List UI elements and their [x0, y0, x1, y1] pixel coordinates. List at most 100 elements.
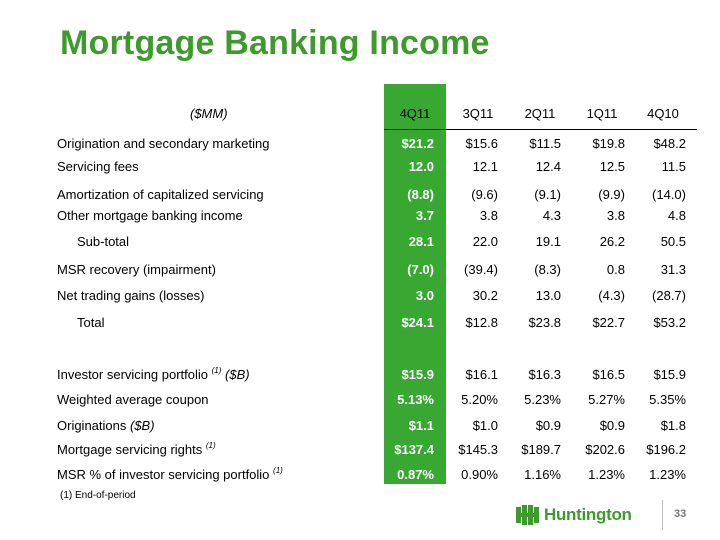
table-row: Mortgage servicing rights (1) $137.4 $145.… [0, 441, 720, 462]
footer-divider [662, 500, 663, 530]
table-cell: 12.0 [408, 159, 434, 174]
row-label-text: Other mortgage banking income [57, 208, 243, 223]
table-cell: 0.8 [606, 262, 625, 277]
table-cell: (8.8) [407, 187, 434, 202]
row-label: Originations ($B) [57, 418, 155, 433]
table-cell: $1.8 [660, 418, 686, 433]
table-cell: 12.5 [599, 159, 625, 174]
row-label-text: Origination and secondary marketing [57, 136, 270, 151]
table-cell: 26.2 [599, 234, 625, 249]
table-cell: $22.7 [592, 315, 625, 330]
table-cell: $189.7 [521, 442, 561, 457]
table-cell: 1.16% [524, 467, 561, 482]
row-label-text: MSR % of investor servicing portfolio [57, 467, 274, 482]
row-label-text: Amortization of capitalized servicing [57, 187, 264, 202]
table-cell: 28.1 [408, 234, 434, 249]
table-cell: (28.7) [652, 288, 686, 303]
table-row: Originations ($B) $1.1 $1.0 $0.9 $0.9 $1.8 [0, 418, 720, 438]
page-number: 33 [674, 508, 687, 520]
row-unit: ($B) [129, 418, 155, 433]
table-cell: 4.3 [542, 208, 561, 223]
row-unit: ($B) [221, 367, 250, 382]
table-cell: 5.23% [524, 392, 561, 407]
table-cell: 13.0 [535, 288, 561, 303]
table-row: MSR % of investor servicing portfolio (1… [0, 466, 720, 487]
table-cell: $16.3 [528, 367, 561, 382]
table-cell: $145.3 [458, 442, 498, 457]
table-cell: (9.9) [598, 187, 625, 202]
row-label: Net trading gains (losses) [57, 288, 204, 303]
table-row: Origination and secondary marketing $21.2… [0, 136, 720, 156]
table-cell: 0.87% [397, 467, 434, 482]
page-title: Mortgage Banking Income [60, 24, 490, 62]
header-rule [384, 129, 697, 130]
table-row: Sub-total 28.1 22.0 19.1 26.2 50.5 [0, 234, 720, 254]
table-cell: 1.23% [588, 467, 625, 482]
row-label-text: Mortgage servicing rights [57, 442, 206, 457]
row-label: Servicing fees [57, 159, 139, 174]
table-cell: $23.8 [528, 315, 561, 330]
row-label: Total [77, 315, 104, 330]
table-cell: $0.9 [535, 418, 561, 433]
table-cell: 0.90% [461, 467, 498, 482]
footnote-marker: (1) [205, 441, 216, 450]
table-cell: (39.4) [464, 262, 498, 277]
footnote-marker: (1) [211, 366, 222, 375]
table-cell: $19.8 [592, 136, 625, 151]
footnote-marker: (1) [273, 466, 283, 475]
table-cell: 22.0 [472, 234, 498, 249]
table-header: ($MM) 4Q11 3Q11 2Q11 1Q11 4Q10 [0, 106, 720, 126]
row-label-text: Sub-total [77, 234, 130, 249]
col-header-4q11: 4Q11 [399, 106, 431, 121]
col-header-4q10: 4Q10 [647, 106, 679, 121]
table-cell: 12.1 [472, 159, 498, 174]
table-cell: 12.4 [535, 159, 561, 174]
table-cell: $15.9 [401, 367, 434, 382]
table-cell: (14.0) [652, 187, 686, 202]
col-header-3q11: 3Q11 [462, 106, 494, 121]
row-label: Origination and secondary marketing [57, 136, 269, 151]
row-label-text: Weighted average coupon [57, 392, 209, 407]
table-row: MSR recovery (impairment) (7.0) (39.4) (8.3… [0, 262, 720, 282]
table-cell: $0.9 [599, 418, 625, 433]
row-label: MSR recovery (impairment) [57, 262, 216, 277]
table-cell: (8.3) [534, 262, 561, 277]
table-cell: 4.8 [667, 208, 686, 223]
table-cell: $202.6 [585, 442, 625, 457]
row-label: MSR % of investor servicing portfolio (1… [57, 466, 283, 482]
footnote: (1) End-of-period [60, 490, 136, 501]
table-cell: $21.2 [401, 136, 434, 151]
table-cell: (4.3) [598, 288, 625, 303]
table-cell: $24.1 [401, 315, 434, 330]
table-cell: 50.5 [660, 234, 686, 249]
table-row: Total $24.1 $12.8 $23.8 $22.7 $53.2 [0, 315, 720, 335]
table-cell: 5.27% [588, 392, 625, 407]
row-label: Amortization of capitalized servicing [57, 187, 264, 202]
table-cell: $15.9 [653, 367, 686, 382]
huntington-logo: Huntington [516, 503, 632, 527]
table-cell: 31.3 [660, 262, 686, 277]
table-row: Amortization of capitalized servicing (8.… [0, 187, 720, 207]
table-cell: $12.8 [465, 315, 498, 330]
huntington-mark-icon [516, 505, 539, 525]
table-cell: $196.2 [646, 442, 686, 457]
row-label-text: Originations [57, 418, 130, 433]
table-cell: 5.20% [461, 392, 498, 407]
table-row: Other mortgage banking income 3.7 3.8 4.3 3.… [0, 208, 720, 228]
col-header-1q11: 1Q11 [586, 106, 618, 121]
table-cell: 5.35% [649, 392, 686, 407]
row-label: Sub-total [77, 234, 129, 249]
table-cell: $16.5 [592, 367, 625, 382]
table-cell: 5.13% [397, 392, 434, 407]
row-label: Mortgage servicing rights (1) [57, 441, 216, 457]
table-row: Net trading gains (losses) 3.0 30.2 13.0 (4.… [0, 288, 720, 308]
row-label: Other mortgage banking income [57, 208, 243, 223]
logo-text: Huntington [544, 505, 632, 524]
table-cell: $1.1 [408, 418, 434, 433]
units-label: ($MM) [190, 106, 228, 121]
row-label-text: Servicing fees [57, 159, 139, 174]
table-row: Investor servicing portfolio (1) ($B) $15… [0, 366, 720, 387]
table-cell: (9.1) [534, 187, 561, 202]
row-label-text: Total [77, 315, 105, 330]
table-cell: $16.1 [465, 367, 498, 382]
